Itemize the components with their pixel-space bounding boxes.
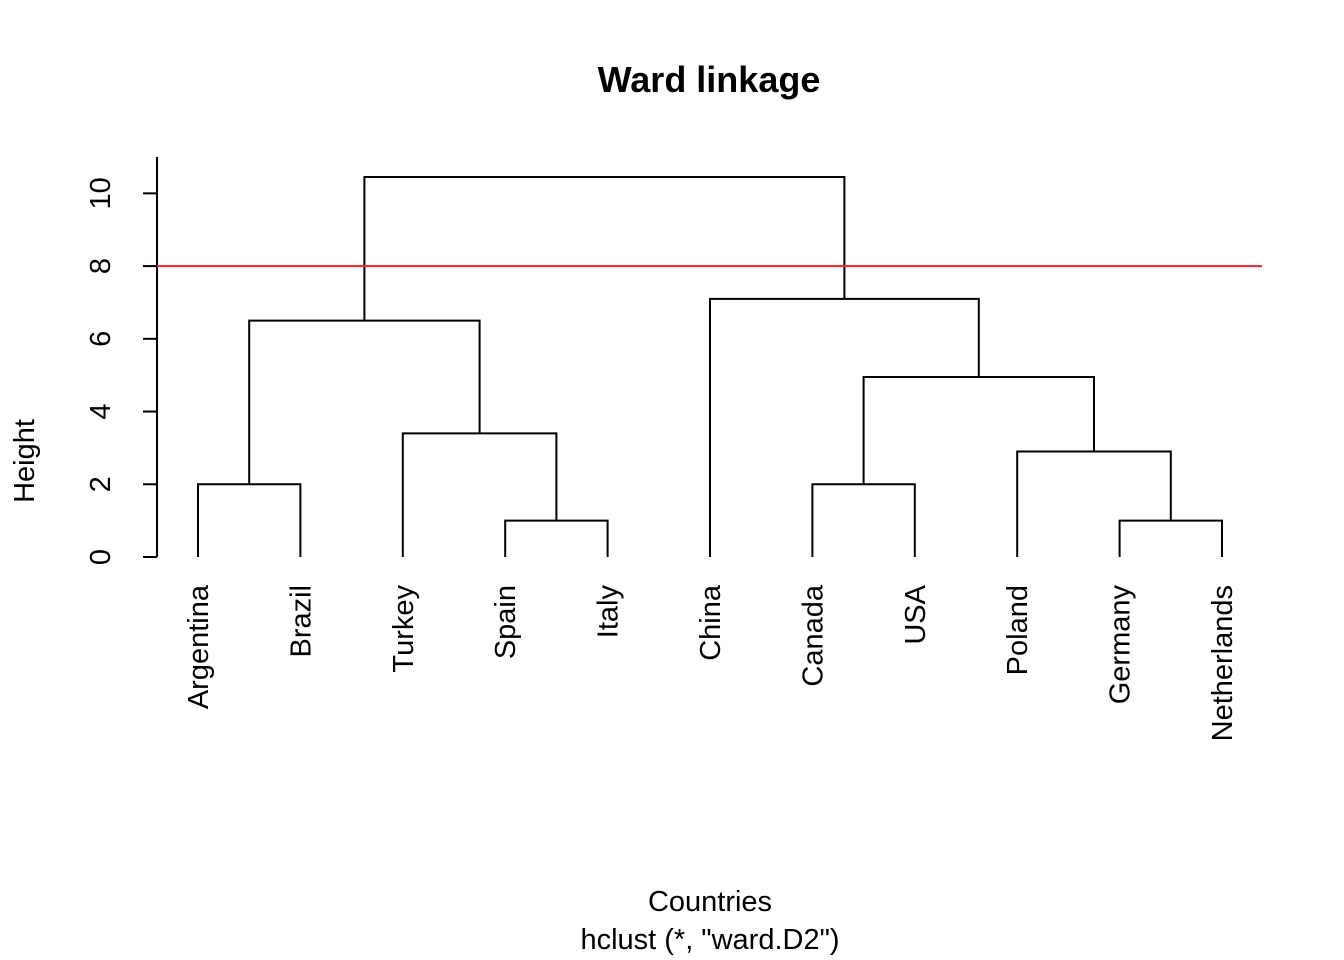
leaf-label-canada: Canada — [797, 584, 829, 686]
leaf-label-usa: USA — [900, 584, 932, 644]
merge-branch-9 — [709, 297, 980, 557]
merge-branch-2 — [504, 519, 609, 557]
x-axis-label: Countries — [648, 886, 772, 918]
leaf-label-germany: Germany — [1105, 585, 1137, 705]
leaf-label-poland: Poland — [1002, 585, 1034, 675]
merge-branch-6 — [401, 432, 558, 557]
y-tick-label: 6 — [85, 331, 117, 347]
chart-title: Ward linkage — [598, 59, 821, 100]
y-axis: 0 2 4 6 8 10 — [85, 157, 158, 565]
merge-branch-8 — [248, 319, 481, 485]
y-tick-label: 2 — [85, 476, 117, 492]
method-sublabel: hclust (*, "ward.D2") — [580, 924, 839, 956]
y-axis-label: Height — [9, 419, 41, 503]
merge-branch-7 — [862, 376, 1095, 485]
merge-branch-4 — [811, 483, 916, 557]
leaf-labels: Argentina Brazil Turkey Spain Italy China Cana… — [183, 584, 1239, 741]
leaf-label-turkey: Turkey — [388, 585, 420, 673]
merge-branch-10 — [363, 176, 846, 321]
leaf-label-brazil: Brazil — [285, 585, 317, 658]
y-tick-label: 8 — [85, 258, 117, 274]
leaf-label-netherlands: Netherlands — [1207, 585, 1239, 741]
merge-branch-1 — [1118, 519, 1223, 557]
dendrogram-branches — [197, 176, 1223, 557]
merge-branch-3 — [197, 483, 302, 557]
y-tick-label: 10 — [85, 177, 117, 209]
leaf-label-argentina: Argentina — [183, 584, 215, 709]
leaf-label-spain: Spain — [490, 585, 522, 659]
leaf-label-china: China — [695, 584, 727, 661]
leaf-label-italy: Italy — [593, 585, 625, 639]
merge-branch-5 — [1016, 450, 1172, 557]
y-tick-label: 4 — [85, 403, 117, 419]
y-tick-label: 0 — [85, 549, 117, 565]
